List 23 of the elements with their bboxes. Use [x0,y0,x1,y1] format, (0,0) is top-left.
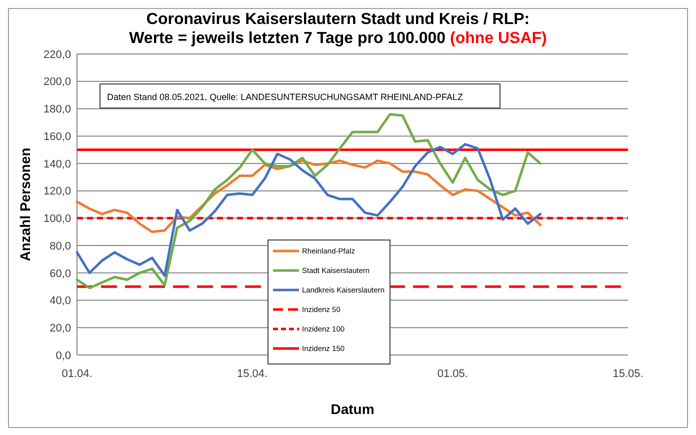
y-tick-label: 180,0 [43,104,71,116]
y-tick-label: 120,0 [43,186,71,198]
x-tick-label: 15.04. [237,368,268,380]
y-tick-label: 200,0 [43,76,71,88]
y-tick-label: 20,0 [50,322,71,334]
y-tick-label: 80,0 [50,240,71,252]
y-tick-label: 40,0 [50,295,71,308]
annotation: Daten Stand 08.05.2021, Quelle: LANDESUNTERSUCHUNGSAMT RHEINLAND-PFALZ [107,92,464,102]
y-tick-label: 220,0 [43,48,71,61]
y-axis-title: Anzahl Personen [17,148,33,262]
y-tick-label: 0,0 [56,350,71,362]
x-tick-label: 15.05. [612,368,644,380]
y-tick-label: 140,0 [43,158,71,170]
chart-title: Coronavirus Kaiserslautern Stadt und Kreis / RLP: [146,11,530,28]
x-axis-title: Datum [330,401,374,417]
x-tick-label: 01.04. [62,368,92,380]
text: (ohne USAF) [446,30,547,47]
y-tick-label: 160,0 [43,130,71,143]
x-tick-label: 01.05. [437,368,468,380]
y-tick-label: 100,0 [43,213,71,226]
y-tick-label: 60,0 [50,268,71,280]
chart-subtitle: Werte = jeweils letzten 7 Tage pro 100.000 [129,30,446,47]
line-series [76,143,542,277]
